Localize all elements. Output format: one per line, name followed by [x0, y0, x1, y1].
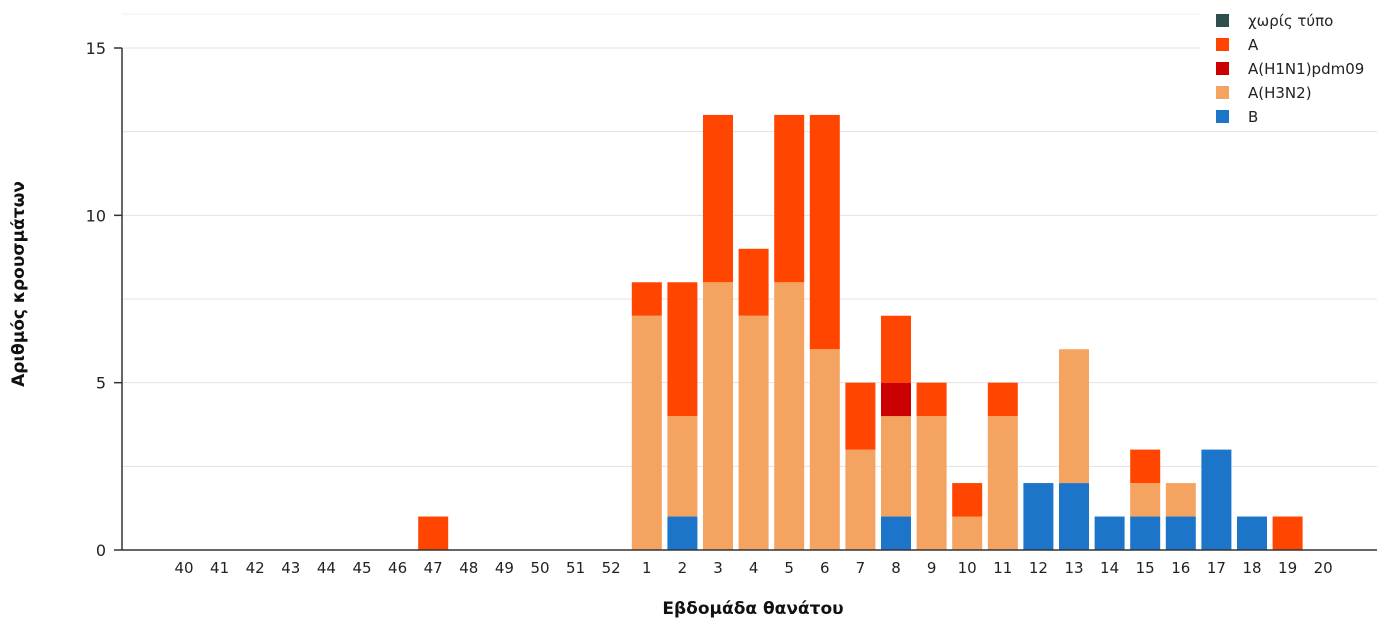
x-tick-label: 15	[1136, 559, 1155, 577]
x-tick-label: 40	[174, 559, 193, 577]
x-tick-label: 9	[927, 559, 937, 577]
bar-segment	[631, 315, 662, 550]
x-tick-label: 8	[891, 559, 901, 577]
y-tick-label: 5	[96, 374, 106, 393]
bar-segment	[738, 248, 769, 316]
bar-segment	[1165, 516, 1196, 550]
y-tick-label: 0	[96, 541, 106, 560]
bar-segment	[881, 315, 911, 383]
y-tick-label: 15	[86, 39, 106, 58]
x-axis-title: Εβδομάδα θανάτου	[662, 599, 843, 619]
x-tick-label: 42	[246, 559, 265, 577]
bar-segment	[845, 382, 876, 450]
bar-segment	[418, 516, 449, 550]
y-axis-title: Αριθμός κρουσμάτων	[9, 181, 29, 387]
bar-segment	[667, 416, 698, 517]
bar-segment	[1059, 483, 1089, 550]
x-tick-label: 47	[424, 559, 443, 577]
legend-label: χωρίς τύπο	[1248, 12, 1333, 30]
x-tick-label: 12	[1029, 559, 1048, 577]
x-tick-label: 44	[317, 559, 336, 577]
bar-segment	[916, 416, 947, 550]
x-tick-label: 2	[678, 559, 688, 577]
x-tick-label: 18	[1242, 559, 1261, 577]
x-tick-label: 43	[281, 559, 300, 577]
legend-label: A	[1248, 36, 1259, 54]
y-tick-label: 10	[86, 206, 106, 225]
bar-segment	[881, 382, 911, 417]
bar-segment	[738, 315, 769, 550]
y-ticks: 0 5 10 15	[86, 39, 122, 560]
x-tick-label: 14	[1100, 559, 1119, 577]
bar-segment	[1130, 449, 1161, 484]
x-tick-label: 3	[713, 559, 723, 577]
bar-segment	[952, 516, 983, 550]
x-tick-label: 41	[210, 559, 229, 577]
bar-segment	[809, 349, 840, 550]
legend-swatch	[1216, 62, 1229, 75]
x-tick-label: 51	[566, 559, 585, 577]
x-tick-label: 11	[993, 559, 1012, 577]
x-tick-label: 19	[1278, 559, 1297, 577]
x-tick-label: 16	[1171, 559, 1190, 577]
x-tick-label: 52	[602, 559, 621, 577]
bar-segment	[1130, 483, 1161, 517]
legend-swatch	[1216, 38, 1229, 51]
bar-segment	[987, 382, 1018, 417]
x-tick-label: 7	[856, 559, 866, 577]
x-tick-label: 50	[530, 559, 549, 577]
bar-segment	[881, 516, 911, 550]
x-tick-label: 20	[1314, 559, 1333, 577]
legend: χωρίς τύπο A A(H1N1)pdm09 A(H3N2) B	[1200, 4, 1377, 126]
bars	[418, 114, 1303, 550]
bar-segment	[1059, 349, 1089, 484]
x-tick-label: 10	[958, 559, 977, 577]
bar-segment	[703, 282, 733, 550]
bar-segment	[703, 114, 733, 283]
bar-segment	[881, 416, 911, 517]
bar-segment	[667, 516, 698, 550]
bar-segment	[845, 449, 876, 550]
bar-segment	[809, 114, 840, 350]
x-tick-label: 17	[1207, 559, 1226, 577]
legend-background	[1200, 4, 1377, 126]
bar-segment	[1237, 516, 1267, 550]
x-tick-label: 13	[1064, 559, 1083, 577]
bar-segment	[631, 282, 662, 316]
bar-segment	[667, 282, 698, 417]
bar-segment	[1165, 483, 1196, 517]
bar-segment	[774, 282, 805, 550]
legend-label: A(H3N2)	[1248, 84, 1312, 102]
x-tick-label: 6	[820, 559, 830, 577]
x-tick-label: 45	[352, 559, 371, 577]
bar-segment	[1130, 516, 1161, 550]
bar-segment	[916, 382, 947, 417]
legend-swatch	[1216, 110, 1229, 123]
bar-segment	[774, 114, 805, 283]
x-tick-label: 4	[749, 559, 759, 577]
bar-segment	[1272, 516, 1303, 550]
x-tick-label: 49	[495, 559, 514, 577]
legend-label: A(H1N1)pdm09	[1248, 60, 1364, 78]
x-tick-label: 1	[642, 559, 652, 577]
axes	[121, 48, 1377, 551]
x-tick-label: 5	[784, 559, 794, 577]
legend-label: B	[1248, 108, 1258, 126]
legend-swatch	[1216, 14, 1229, 27]
bar-segment	[1094, 516, 1125, 550]
x-ticks: 40 41 42 43 44 45 46 47 48 49 50 51 52 1 2 3 4 5 6 7 8 9 10 11 1…	[174, 559, 1332, 577]
x-tick-label: 46	[388, 559, 407, 577]
legend-swatch	[1216, 86, 1229, 99]
bar-segment	[1023, 483, 1054, 550]
bar-segment	[987, 416, 1018, 550]
bar-segment	[952, 483, 983, 517]
x-tick-label: 48	[459, 559, 478, 577]
bar-segment	[1201, 449, 1232, 550]
